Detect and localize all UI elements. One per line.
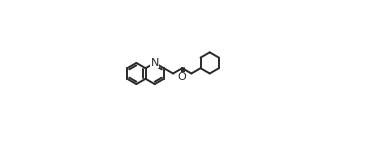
Text: N: N bbox=[151, 58, 159, 68]
Text: O: O bbox=[178, 72, 187, 82]
